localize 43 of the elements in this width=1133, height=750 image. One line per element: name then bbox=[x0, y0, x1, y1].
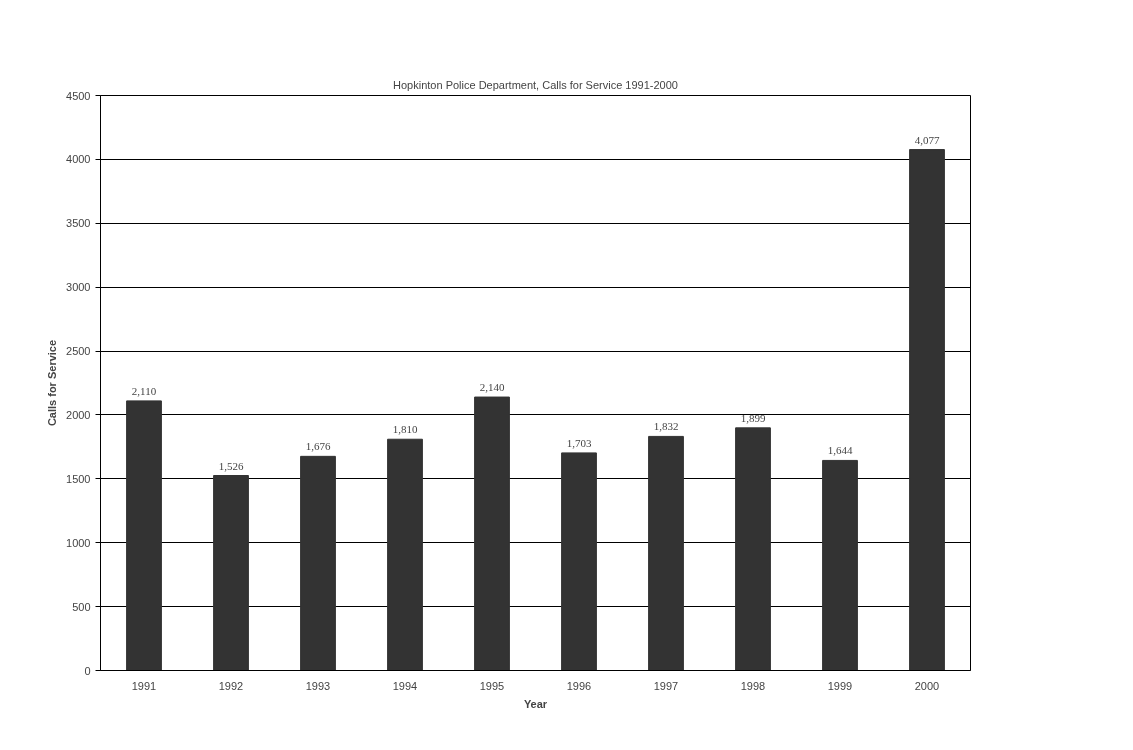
x-tick-label: 1991 bbox=[131, 679, 157, 692]
bar bbox=[822, 459, 858, 671]
y-tick-label: 3500 bbox=[66, 217, 91, 230]
bar bbox=[300, 455, 336, 671]
x-tick-label: 1999 bbox=[827, 679, 853, 692]
y-tick-label: 3000 bbox=[66, 281, 91, 294]
data-label: 1,703 bbox=[566, 436, 592, 449]
bar bbox=[648, 435, 684, 671]
y-tick-label: 0 bbox=[84, 664, 91, 677]
bar bbox=[909, 149, 945, 671]
x-axis-title: Year bbox=[523, 697, 548, 710]
x-tick-label: 2000 bbox=[914, 679, 940, 692]
bar bbox=[474, 396, 510, 671]
bar bbox=[213, 475, 249, 671]
y-tick-label: 4500 bbox=[66, 89, 91, 102]
data-label: 1,644 bbox=[827, 444, 853, 457]
x-tick-label: 1998 bbox=[740, 679, 766, 692]
y-tick-label: 500 bbox=[72, 600, 91, 613]
bar bbox=[126, 400, 162, 671]
data-label: 1,676 bbox=[305, 440, 331, 453]
bar bbox=[735, 427, 771, 671]
data-label: 2,110 bbox=[131, 384, 157, 397]
x-tick-label: 1992 bbox=[218, 679, 244, 692]
y-tick-label: 2000 bbox=[66, 408, 91, 421]
x-tick-label: 1995 bbox=[479, 679, 505, 692]
y-tick-label: 1000 bbox=[66, 536, 91, 549]
data-label: 1,899 bbox=[740, 411, 766, 424]
data-label: 1,526 bbox=[218, 459, 244, 472]
x-tick-label: 1996 bbox=[566, 679, 592, 692]
bar bbox=[561, 452, 597, 671]
data-label: 1,832 bbox=[653, 420, 679, 433]
data-label: 2,140 bbox=[479, 381, 505, 394]
data-label: 1,810 bbox=[392, 423, 418, 436]
y-tick-label: 4000 bbox=[66, 153, 91, 166]
y-tick-label: 2500 bbox=[66, 345, 91, 358]
data-label: 4,077 bbox=[914, 133, 940, 146]
x-tick-label: 1997 bbox=[653, 679, 679, 692]
y-axis-title: Calls for Service bbox=[46, 339, 59, 427]
chart-title: Hopkinton Police Department, Calls for Service 1991-2000 bbox=[393, 78, 678, 91]
x-tick-label: 1994 bbox=[392, 679, 418, 692]
x-tick-label: 1993 bbox=[305, 679, 331, 692]
bar bbox=[387, 438, 423, 671]
y-tick-label: 1500 bbox=[66, 472, 91, 485]
